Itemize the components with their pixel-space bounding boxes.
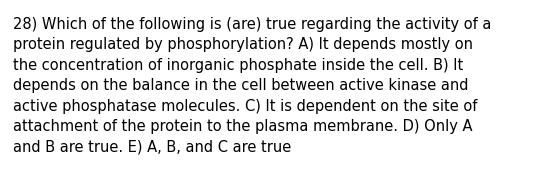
Text: 28) Which of the following is (are) true regarding the activity of a
protein reg: 28) Which of the following is (are) true… [13,17,492,154]
